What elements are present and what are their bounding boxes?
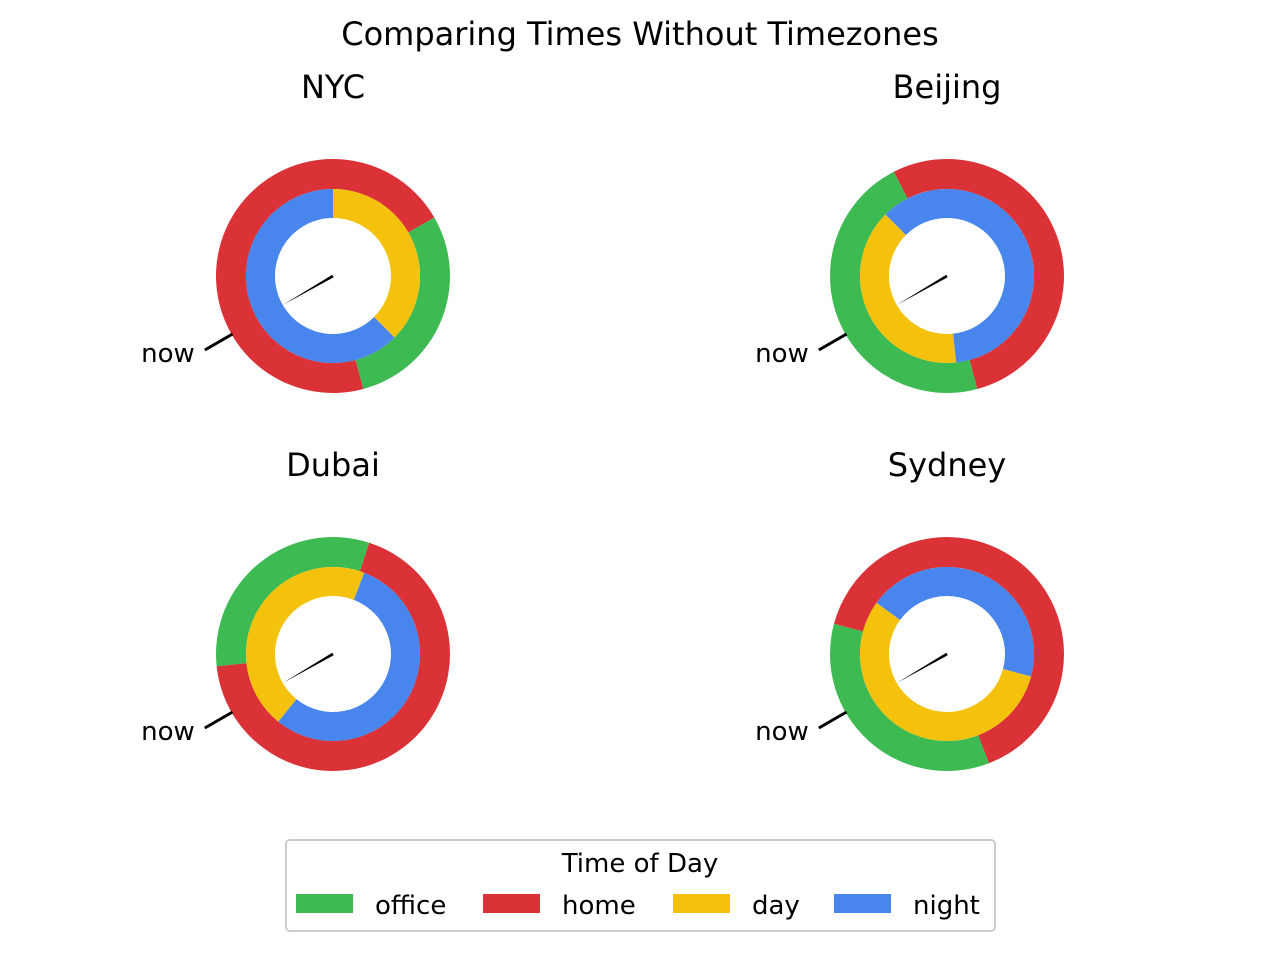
- inner-wedge-day: [333, 189, 420, 338]
- legend-swatch: [673, 894, 730, 913]
- legend-frame: [285, 839, 996, 932]
- legend-label: day: [752, 891, 800, 921]
- outer-wedge-home: [893, 159, 947, 199]
- clock-panel-dubai: Dubai now: [141, 446, 451, 771]
- inner-wedge-night: [885, 189, 947, 235]
- now-label: now: [141, 717, 195, 747]
- now-pointer-line: [818, 332, 848, 352]
- now-label: now: [755, 717, 809, 747]
- legend-entry-home: home: [483, 891, 636, 921]
- inner-wedge-day: [246, 567, 365, 722]
- inner-wedge-night: [947, 189, 1035, 363]
- now-hand: [282, 652, 334, 683]
- legend-label: home: [562, 891, 636, 921]
- legend-entry-night: night: [834, 891, 980, 921]
- outer-wedge-office: [829, 171, 978, 394]
- legend-items: office home day night: [296, 891, 980, 921]
- inner-wedge-night: [876, 567, 947, 620]
- legend-swatch: [834, 894, 891, 913]
- outer-wedge-office: [830, 623, 989, 771]
- now-pointer-line: [204, 332, 234, 352]
- chart-panels: NYC now Beijing now Dubai now Sydney now: [141, 68, 1065, 771]
- now-pointer-line: [818, 710, 848, 730]
- chart-title: Comparing Times Without Timezones: [341, 15, 939, 53]
- legend-swatch: [296, 894, 353, 913]
- inner-wedge-day: [860, 214, 957, 363]
- outer-wedge-office: [355, 217, 450, 390]
- clock-panel-sydney: Sydney now: [755, 446, 1064, 771]
- inner-wedge-night: [947, 567, 1034, 677]
- legend-label: office: [375, 891, 446, 921]
- outer-wedge-home: [947, 159, 1065, 390]
- outer-wedge-office: [216, 537, 370, 667]
- legend-label: night: [913, 891, 980, 921]
- legend-entry-day: day: [673, 891, 800, 921]
- outer-wedge-home: [333, 159, 435, 233]
- clock-panel-beijing: Beijing now: [755, 68, 1065, 394]
- now-hand: [896, 274, 948, 305]
- clock-panel-nyc: NYC now: [141, 68, 450, 393]
- panel-title: Dubai: [286, 446, 380, 484]
- now-hand: [282, 274, 334, 305]
- legend-title: Time of Day: [561, 849, 719, 879]
- outer-wedge-home: [947, 537, 1064, 764]
- now-label: now: [141, 339, 195, 369]
- inner-wedge-day: [859, 602, 1032, 741]
- legend-swatch: [483, 894, 540, 913]
- inner-wedge-night: [278, 572, 421, 742]
- legend-entry-office: office: [296, 891, 446, 921]
- panel-title: NYC: [301, 68, 365, 106]
- now-hand: [896, 652, 948, 683]
- panel-title: Sydney: [888, 446, 1006, 484]
- inner-wedge-night: [245, 189, 395, 364]
- now-pointer-line: [204, 710, 234, 730]
- outer-wedge-home: [216, 159, 364, 393]
- outer-wedge-home: [833, 537, 947, 632]
- legend: Time of Day office home day night: [285, 839, 996, 932]
- now-label: now: [755, 339, 809, 369]
- panel-title: Beijing: [893, 68, 1002, 106]
